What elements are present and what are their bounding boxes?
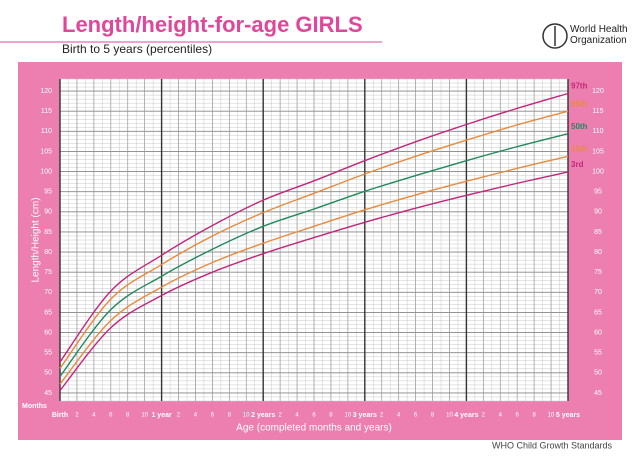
x-year-label: 5 years [556,412,580,419]
organization: World Health Organization [570,24,628,46]
x-tick-label: 10 [548,413,555,419]
y-tick-label-right: 95 [594,189,602,196]
series-label: 97th [571,82,588,91]
x-tick-label: 8 [329,413,333,419]
y-tick-label-right: 65 [594,309,602,316]
x-axis-label: Age (completed months and years) [236,423,392,434]
percentile-curve [59,92,569,363]
y-tick-label-right: 80 [594,249,602,256]
x-tick-label: 6 [109,413,113,419]
x-tick-label: 6 [516,413,520,419]
percentile-curve [59,133,569,377]
series-label: 85th [571,99,588,108]
y-tick-label-right: 60 [594,329,602,336]
y-tick-label: 95 [44,189,52,196]
x-tick-label: 8 [126,413,130,419]
series-label: 3rd [571,160,584,169]
y-tick-label: 120 [40,88,52,95]
y-tick-label-right: 70 [594,289,602,296]
y-tick-label-right: 55 [594,350,602,357]
chart-subtitle: Birth to 5 years (percentiles) [62,42,212,56]
organization-box: World Health Organization [570,24,628,46]
x-tick-label: 10 [446,413,453,419]
x-tick-label: 2 [482,413,486,419]
y-tick-label-right: 115 [592,108,603,115]
x-year-label: Birth [52,412,68,419]
y-tick-label: 85 [44,229,52,236]
y-tick-label: 60 [44,329,52,336]
footer: WHO Child Growth Standards [492,440,613,450]
x-unit-label: Months [22,403,47,410]
who-logo [542,23,568,49]
x-year-label: 2 years [251,412,275,419]
x-tick-label: 10 [243,413,250,419]
x-tick-label: 2 [177,413,181,419]
x-tick-label: 4 [295,413,299,419]
y-tick-label: 70 [44,289,52,296]
y-tick-label-right: 85 [594,229,602,236]
y-tick-label: 80 [44,249,52,256]
x-tick-label: 10 [345,413,352,419]
y-tick-label-right: 120 [592,88,604,95]
x-tick-label: 8 [532,413,536,419]
logo-emblem [542,23,568,49]
x-tick-label: 6 [211,413,215,419]
y-tick-label-right: 50 [594,370,602,377]
y-tick-label-right: 100 [592,168,604,175]
x-year-label: 4 years [454,412,478,419]
y-tick-label: 50 [44,370,52,377]
x-tick-label: 6 [312,413,316,419]
y-axis-label: Length/Height (cm) [31,197,42,282]
y-tick-label: 105 [40,148,52,155]
series-label: 15th [571,144,588,153]
y-tick-label-right: 75 [594,269,602,276]
x-tick-label: 2 [278,413,282,419]
x-year-label: 1 year [151,412,172,419]
x-tick-label: 2 [75,413,79,419]
series-label: 50th [571,122,588,131]
y-tick-label: 115 [41,108,52,115]
percentile-curve [59,171,569,391]
y-tick-label: 55 [44,350,52,357]
percentile-curve [59,155,569,385]
x-tick-label: 4 [194,413,198,419]
x-year-label: 3 years [353,412,377,419]
y-tick-label: 65 [44,309,52,316]
y-tick-label: 45 [44,390,52,397]
y-tick-label-right: 45 [594,390,602,397]
y-tick-label-right: 110 [592,128,603,135]
x-tick-label: 4 [92,413,96,419]
y-tick-label: 90 [44,209,52,216]
x-tick-label: 8 [228,413,232,419]
chart-title: Length/height-for-age GIRLS [62,12,363,37]
y-tick-label: 75 [44,269,52,276]
x-tick-label: 4 [499,413,503,419]
y-tick-label: 100 [40,168,52,175]
y-tick-label: 110 [41,128,52,135]
curves [59,92,569,391]
x-tick-label: 2 [380,413,384,419]
y-tick-label-right: 90 [594,209,602,216]
labels: 45 45 50 50 55 55 60 60 65 65 70 70 75 75 80 80 85 85 90 90… [40,82,604,419]
x-tick-label: 4 [397,413,401,419]
percentile-curve [59,110,569,369]
major-grid [59,79,569,401]
x-tick-label: 8 [431,413,435,419]
x-tick-label: 6 [414,413,418,419]
x-tick-label: 10 [141,413,148,419]
y-tick-label-right: 105 [592,148,604,155]
